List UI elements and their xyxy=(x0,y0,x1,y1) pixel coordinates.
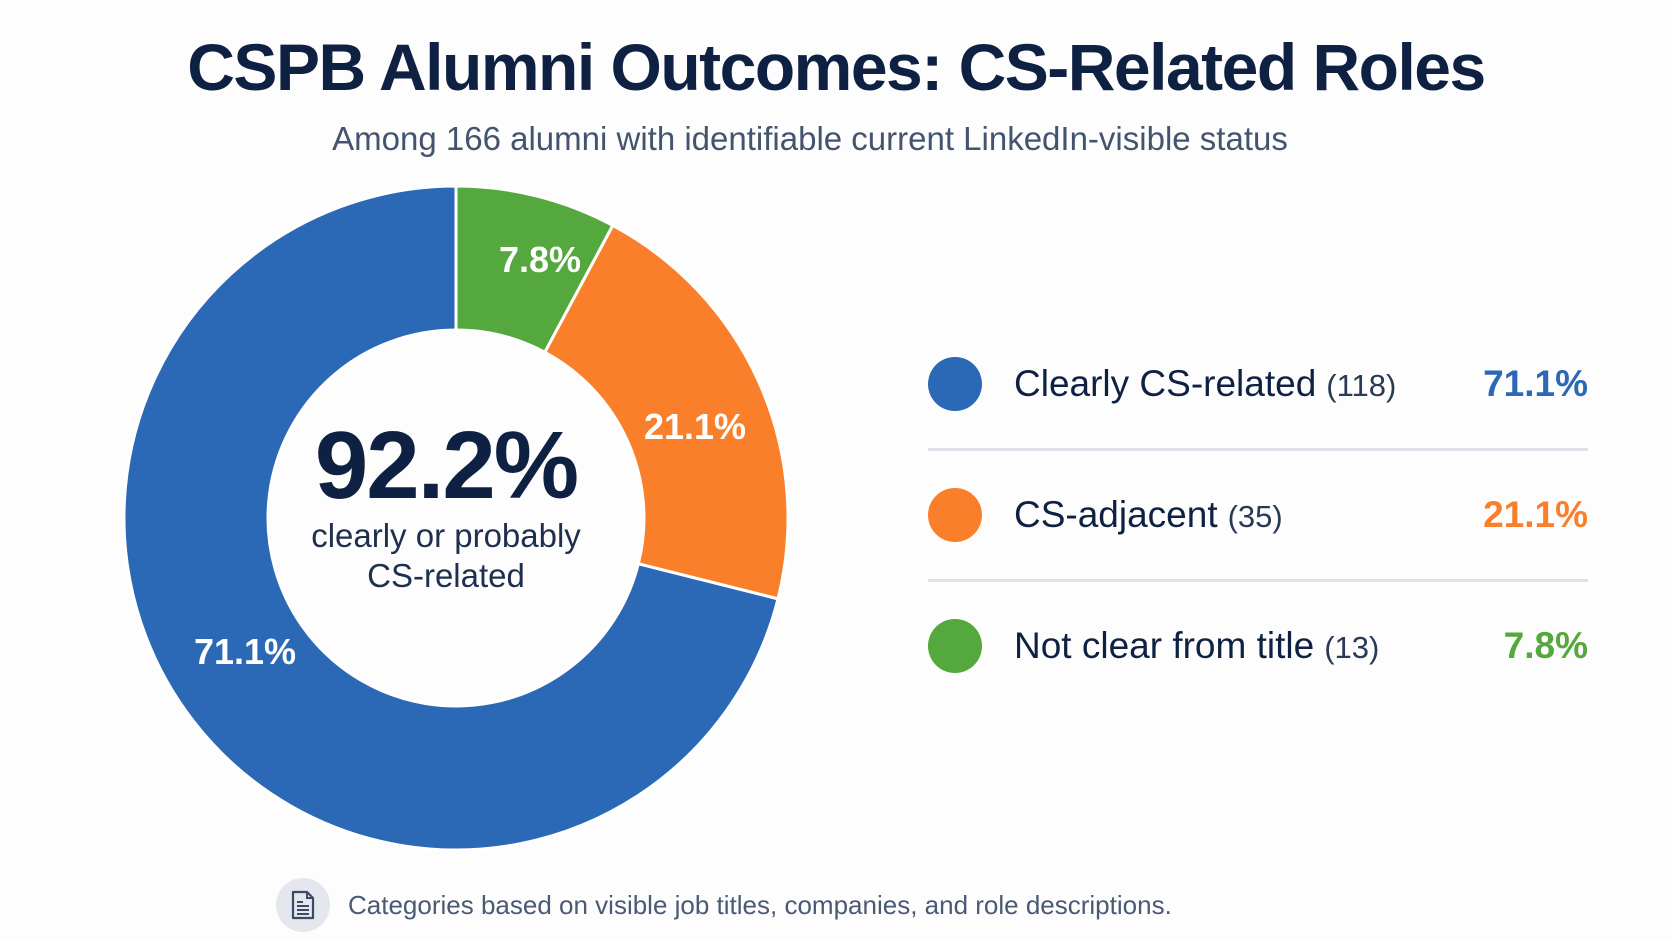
donut-center: 92.2% clearly or probably CS-related xyxy=(266,416,626,596)
slice-clearly-cs-related xyxy=(122,186,780,852)
legend-dot-icon xyxy=(928,488,982,542)
legend-item-adjacent: CS-adjacent (35) 21.1% xyxy=(928,451,1588,579)
legend: Clearly CS-related (118) 71.1% CS-adjacen… xyxy=(928,320,1588,710)
donut-svg xyxy=(122,186,790,852)
slice-cs-adjacent xyxy=(542,223,790,601)
chart-subtitle: Among 166 alumni with identifiable curre… xyxy=(332,120,1288,157)
legend-divider xyxy=(928,579,1588,582)
legend-count: (118) xyxy=(1326,368,1397,403)
legend-dot-icon xyxy=(928,619,982,673)
legend-count: (35) xyxy=(1227,499,1283,534)
legend-percent: 7.8% xyxy=(1503,625,1588,666)
center-value: 92.2% xyxy=(314,412,579,519)
legend-dot-icon xyxy=(928,357,982,411)
chart-title: CSPB Alumni Outcomes: CS-Related Roles xyxy=(187,30,1486,104)
slice-label-clearly: 71.1% xyxy=(193,631,297,672)
center-caption-line1: clearly or probably xyxy=(311,517,581,554)
legend-item-clearly: Clearly CS-related (118) 71.1% xyxy=(928,320,1588,448)
legend-percent: 71.1% xyxy=(1483,363,1588,404)
center-caption-line2: CS-related xyxy=(367,557,525,594)
donut-chart: 7.8% 21.1% 71.1% 92.2% clearly or probab… xyxy=(120,186,832,876)
legend-label: Not clear from title (13) xyxy=(1014,625,1380,666)
slice-label-adjacent: 21.1% xyxy=(643,406,747,447)
legend-label: CS-adjacent (35) xyxy=(1014,494,1283,535)
slice-label-not-clear: 7.8% xyxy=(498,239,582,280)
legend-count: (13) xyxy=(1324,630,1380,665)
footnote-text: Categories based on visible job titles, … xyxy=(348,889,1172,920)
legend-percent: 21.1% xyxy=(1483,494,1588,535)
footnote: Categories based on visible job titles, … xyxy=(276,878,1172,932)
legend-item-not-clear: Not clear from title (13) 7.8% xyxy=(928,582,1588,710)
legend-divider xyxy=(928,448,1588,451)
document-icon xyxy=(276,878,330,932)
legend-label: Clearly CS-related (118) xyxy=(1014,363,1397,404)
